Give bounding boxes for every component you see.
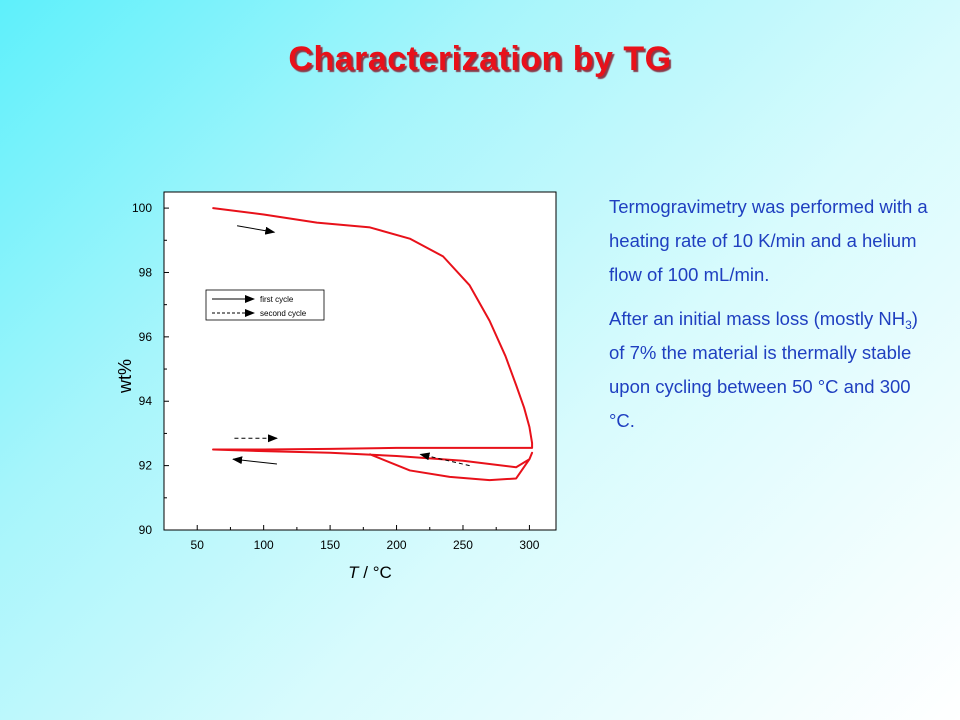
legend-label-first-cycle: first cycle: [260, 295, 294, 304]
x-axis-label-symbol: T: [348, 563, 360, 582]
x-axis-label: T / °C: [348, 563, 392, 582]
series-line-second-cycle: [212, 448, 534, 482]
arrow-first-heating: [236, 225, 276, 235]
legend: first cycle second cycle: [205, 289, 325, 321]
paragraph-2-part-1: After an initial mass loss (mostly NH: [609, 308, 906, 329]
plot-area: [163, 191, 557, 531]
y-tick-label: 96: [139, 330, 153, 344]
y-axis-label: wt%: [115, 359, 135, 394]
arrow-second-cooling: [419, 452, 470, 467]
x-tick-label: 50: [191, 538, 205, 552]
x-tick-label: 300: [519, 538, 539, 552]
description-paragraph-2: After an initial mass loss (mostly NH3) …: [609, 302, 934, 438]
x-tick-label: 150: [320, 538, 340, 552]
y-tick-label: 94: [139, 394, 153, 408]
y-tick-label: 100: [132, 201, 152, 215]
series-line-first-cycle: [212, 207, 534, 451]
paragraph-2-part-2: ) of 7% the material is thermally stable…: [609, 308, 918, 431]
x-tick-label: 250: [453, 538, 473, 552]
x-axis-label-unit: / °C: [359, 563, 392, 582]
x-tick-label: 100: [254, 538, 274, 552]
arrow-first-cooling: [232, 456, 278, 465]
y-tick-label: 90: [139, 523, 153, 537]
y-tick-label: 98: [139, 265, 153, 279]
nh3-subscript: 3: [905, 318, 912, 332]
y-tick-label: 92: [139, 459, 153, 473]
legend-box: [205, 289, 325, 321]
legend-label-second-cycle: second cycle: [260, 309, 307, 318]
description-paragraph-1: Termogravimetry was performed with a hea…: [609, 196, 928, 285]
description-text: Termogravimetry was performed with a hea…: [609, 190, 934, 448]
slide-title: Characterization by TG: [288, 40, 672, 78]
x-tick-label: 200: [387, 538, 407, 552]
